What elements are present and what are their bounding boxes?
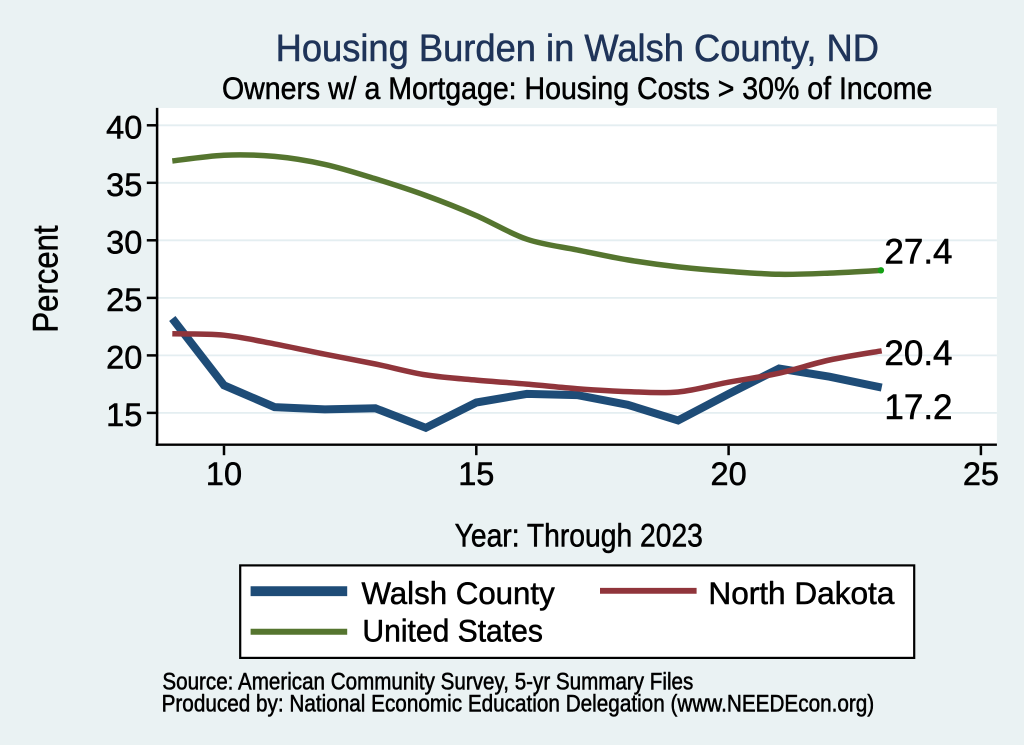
svg-text:20: 20 <box>711 456 747 492</box>
svg-text:25: 25 <box>106 282 142 318</box>
svg-text:Walsh County: Walsh County <box>362 575 555 611</box>
svg-text:35: 35 <box>106 167 142 203</box>
svg-text:Owners w/ a Mortgage: Housing: Owners w/ a Mortgage: Housing Costs > 30… <box>222 70 932 106</box>
svg-text:27.4: 27.4 <box>884 233 952 272</box>
svg-text:Source: American Community Sur: Source: American Community Survey, 5-yr … <box>162 669 693 696</box>
svg-text:40: 40 <box>106 110 142 146</box>
svg-text:Percent: Percent <box>26 225 65 332</box>
svg-text:15: 15 <box>106 397 142 433</box>
svg-text:20: 20 <box>106 339 142 375</box>
svg-text:30: 30 <box>106 225 142 261</box>
svg-text:20.4: 20.4 <box>884 334 952 373</box>
svg-text:North Dakota: North Dakota <box>708 575 894 611</box>
svg-text:Produced by: National Economic: Produced by: National Economic Education… <box>162 690 875 717</box>
svg-text:15: 15 <box>458 456 494 492</box>
svg-text:Housing Burden in Walsh County: Housing Burden in Walsh County, ND <box>276 27 879 70</box>
svg-text:Year: Through 2023: Year: Through 2023 <box>455 516 703 553</box>
svg-text:17.2: 17.2 <box>884 388 952 427</box>
svg-text:25: 25 <box>963 456 999 492</box>
svg-text:10: 10 <box>206 456 242 492</box>
svg-text:United States: United States <box>362 612 543 648</box>
